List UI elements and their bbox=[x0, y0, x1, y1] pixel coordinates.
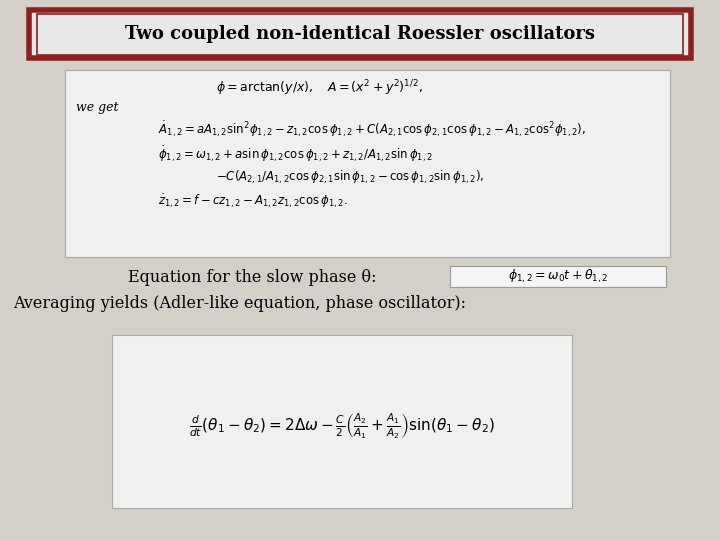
Text: $\dot{\phi}_{1,2} = \omega_{1,2} + a\sin\phi_{1,2}\cos\phi_{1,2} + z_{1,2}/A_{1,: $\dot{\phi}_{1,2} = \omega_{1,2} + a\sin… bbox=[158, 145, 433, 164]
Text: Two coupled non-identical Roessler oscillators: Two coupled non-identical Roessler oscil… bbox=[125, 25, 595, 43]
FancyBboxPatch shape bbox=[112, 335, 572, 508]
Text: Equation for the slow phase θ:: Equation for the slow phase θ: bbox=[127, 268, 377, 286]
Text: we get: we get bbox=[76, 102, 118, 114]
Text: $- C(A_{2,1}/A_{1,2}\cos\phi_{2,1}\sin\phi_{1,2} - \cos\phi_{1,2}\sin\phi_{1,2}): $- C(A_{2,1}/A_{1,2}\cos\phi_{2,1}\sin\p… bbox=[216, 168, 485, 186]
Text: $\dot{z}_{1,2} = f - cz_{1,2} - A_{1,2}z_{1,2}\cos\phi_{1,2}.$: $\dot{z}_{1,2} = f - cz_{1,2} - A_{1,2}z… bbox=[158, 192, 348, 210]
FancyBboxPatch shape bbox=[65, 70, 670, 256]
Text: $\phi = \arctan(y/x), \quad A = (x^2 + y^2)^{1/2},$: $\phi = \arctan(y/x), \quad A = (x^2 + y… bbox=[216, 78, 423, 98]
Text: Averaging yields (Adler-like equation, phase oscillator):: Averaging yields (Adler-like equation, p… bbox=[13, 295, 466, 312]
Text: $\frac{d}{dt}(\theta_1 - \theta_2) = 2\Delta\omega - \frac{C}{2}\left(\frac{A_2}: $\frac{d}{dt}(\theta_1 - \theta_2) = 2\D… bbox=[189, 412, 495, 441]
Text: $\dot{A}_{1,2} = aA_{1,2}\sin^2\!\phi_{1,2} - z_{1,2}\cos\phi_{1,2} + C(A_{2,1}\: $\dot{A}_{1,2} = aA_{1,2}\sin^2\!\phi_{1… bbox=[158, 120, 587, 139]
FancyBboxPatch shape bbox=[29, 10, 691, 58]
Text: $\phi_{1,2} = \omega_0 t + \theta_{1,2}$: $\phi_{1,2} = \omega_0 t + \theta_{1,2}$ bbox=[508, 268, 608, 285]
FancyBboxPatch shape bbox=[450, 266, 666, 287]
